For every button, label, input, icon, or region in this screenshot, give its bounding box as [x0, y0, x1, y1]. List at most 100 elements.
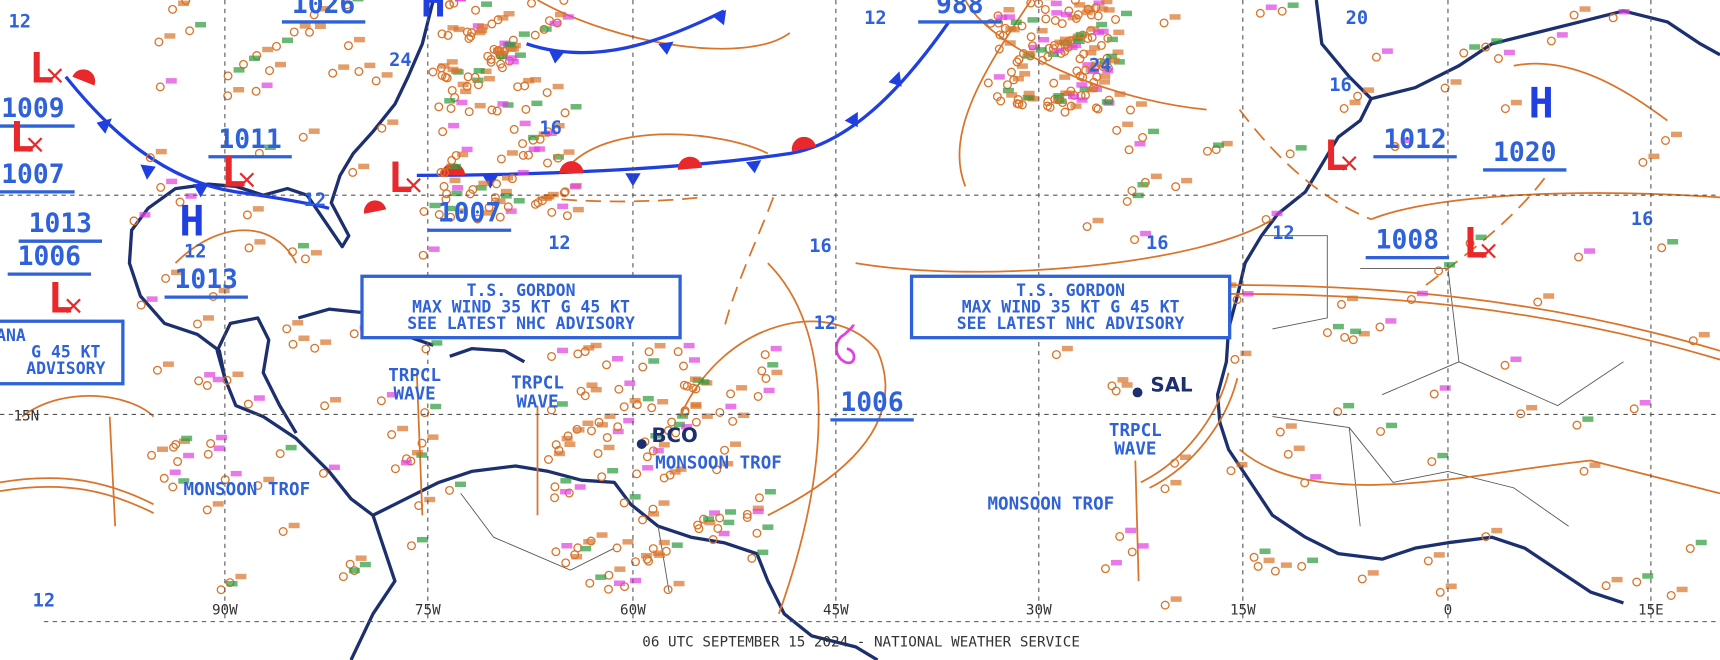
- station-value: [358, 163, 370, 170]
- station-mark: [543, 158, 553, 168]
- station-value: [1381, 48, 1393, 54]
- station-value: [178, 438, 190, 444]
- station-value: [1293, 445, 1305, 452]
- station-value: [1242, 291, 1254, 297]
- station-value: [263, 476, 275, 483]
- station-value: [1698, 331, 1710, 338]
- station-mark: [1202, 146, 1212, 156]
- station-value: [1002, 87, 1014, 94]
- station-mark: [1091, 103, 1101, 113]
- station-mark: [343, 41, 353, 51]
- station-value: [652, 550, 664, 556]
- station-value: [497, 15, 509, 21]
- station-mark: [1579, 466, 1589, 476]
- low-symbol: L: [221, 147, 246, 196]
- station-value: [460, 88, 472, 95]
- station-mark: [272, 41, 282, 51]
- station-mark: [1657, 243, 1667, 253]
- station-value: [658, 539, 670, 546]
- station-mark: [406, 541, 416, 551]
- station-value: [411, 449, 423, 456]
- station-value: [658, 500, 670, 506]
- station-mark: [438, 127, 448, 137]
- station-mark: [535, 134, 545, 144]
- station-mark: [1073, 10, 1083, 20]
- station-mark: [168, 4, 178, 14]
- station-value: [1068, 93, 1080, 100]
- isobar-label: 16: [809, 236, 831, 257]
- station-mark: [612, 543, 622, 553]
- station-value: [453, 26, 465, 33]
- station-value: [185, 193, 197, 199]
- station-value: [531, 100, 543, 107]
- station-value: [1053, 92, 1065, 99]
- station-mark: [1574, 252, 1584, 262]
- monsoon-label: MONSOON TROF: [988, 494, 1115, 514]
- station-value: [139, 212, 151, 218]
- station-mark: [185, 26, 195, 36]
- station-value: [1060, 90, 1072, 96]
- low-cross: [1481, 243, 1496, 259]
- station-value: [1285, 423, 1297, 429]
- station-value: [523, 77, 535, 84]
- station-value: [456, 208, 468, 214]
- station-value: [1263, 557, 1275, 564]
- station-mark: [443, 30, 453, 40]
- station-mark: [559, 188, 569, 198]
- station-mark: [1230, 354, 1240, 364]
- station-value: [166, 178, 178, 185]
- station-value: [264, 144, 276, 150]
- station-mark: [1275, 427, 1285, 437]
- station-value: [675, 466, 687, 472]
- station-value: [1221, 140, 1233, 147]
- station-mark: [994, 44, 1004, 54]
- station-mark: [1014, 55, 1024, 65]
- station-value: [648, 511, 660, 517]
- station-mark: [289, 27, 299, 37]
- station-value: [1106, 36, 1118, 43]
- isobar-label: 16: [1329, 75, 1351, 96]
- station-mark: [136, 300, 146, 310]
- station-value: [1059, 74, 1071, 80]
- station-mark: [572, 424, 582, 434]
- station-value: [429, 202, 441, 209]
- station-value: [1639, 399, 1651, 406]
- advisory-box-line: SEE LATEST NHC ADVISORY: [957, 314, 1185, 333]
- station-value: [629, 494, 641, 500]
- station-value: [1073, 38, 1085, 45]
- pressure-label: 1013: [175, 265, 238, 295]
- station-value: [709, 510, 721, 516]
- station-value: [169, 469, 181, 475]
- station-value: [519, 120, 531, 127]
- storm-symbol: [835, 324, 856, 365]
- station-value: [1350, 328, 1362, 335]
- station-value: [195, 21, 207, 28]
- station-mark: [490, 197, 500, 207]
- station-value: [1016, 63, 1028, 69]
- station-value: [1170, 479, 1182, 486]
- station-value: [1050, 0, 1062, 7]
- station-value: [1259, 548, 1271, 554]
- station-mark: [275, 449, 285, 459]
- station-mark: [223, 91, 233, 101]
- station-value: [502, 175, 513, 181]
- station-value: [456, 99, 468, 106]
- station-mark: [1253, 561, 1263, 571]
- station-mark: [1348, 335, 1358, 345]
- station-value: [1132, 192, 1144, 199]
- station-value: [397, 425, 409, 432]
- station-value: [681, 424, 693, 430]
- station-value: [723, 519, 735, 526]
- station-value: [1676, 586, 1688, 593]
- station-value: [1240, 350, 1252, 357]
- station-value: [736, 385, 748, 391]
- advisory-box: [360, 274, 682, 340]
- partial-advisory-line: G 45 KT: [31, 343, 100, 362]
- station-value: [528, 146, 540, 153]
- station-value: [671, 542, 683, 548]
- station-value: [730, 441, 742, 447]
- station-value: [1433, 552, 1445, 558]
- station-mark: [1125, 105, 1135, 115]
- station-mark: [1255, 8, 1265, 18]
- longitude-label: 90W: [212, 603, 238, 619]
